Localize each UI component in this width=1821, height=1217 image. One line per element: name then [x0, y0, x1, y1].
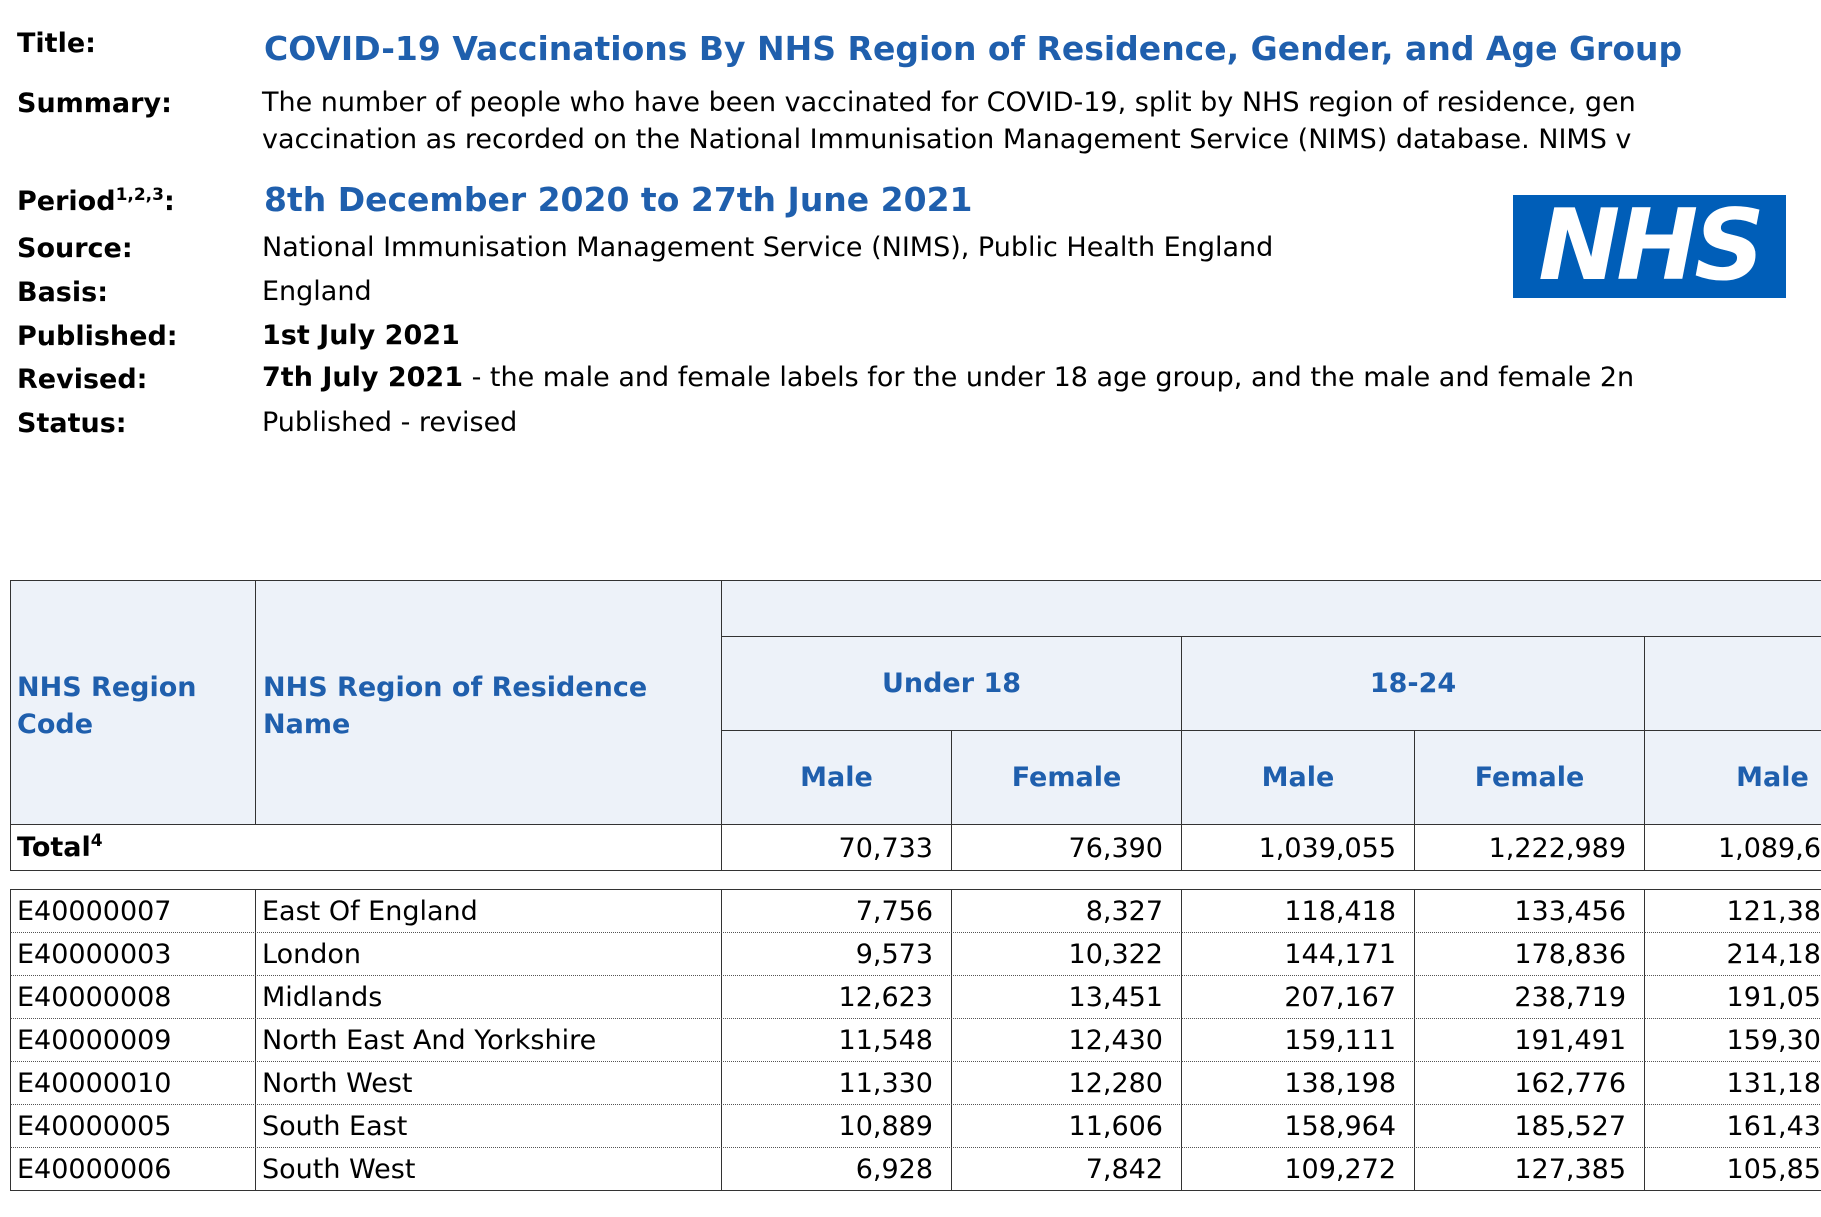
- header-cell: NHS Region of Residence Name: [255, 580, 722, 825]
- region-name: North West: [255, 1061, 722, 1105]
- period: 8th December 2020 to 27th June 2021: [264, 180, 973, 219]
- revised-label: Revised:: [17, 364, 148, 395]
- source: National Immunisation Management Service…: [262, 232, 1274, 263]
- region-code: E40000009: [10, 1018, 256, 1062]
- count-value: 11,330: [721, 1061, 952, 1105]
- published: 1st July 2021: [262, 320, 460, 351]
- count-value: 11,606: [951, 1104, 1182, 1148]
- sheet-title: COVID-19 Vaccinations By NHS Region of R…: [264, 29, 1683, 68]
- count-value: 138,198: [1181, 1061, 1415, 1105]
- count-value: 105,85: [1644, 1147, 1821, 1191]
- summary-line: vaccination as recorded on the National …: [262, 124, 1632, 155]
- total-value: 1,089,6: [1644, 824, 1821, 871]
- period-notes: 1,2,3: [115, 185, 164, 205]
- total-value: 1,039,055: [1181, 824, 1415, 871]
- basis: England: [262, 276, 372, 307]
- sex-header: Female: [951, 730, 1182, 825]
- count-value: 133,456: [1414, 889, 1645, 933]
- count-value: 12,623: [721, 975, 952, 1019]
- count-value: 12,430: [951, 1018, 1182, 1062]
- age-group-header: 18-24: [1181, 636, 1645, 731]
- period-label-text: Period: [17, 186, 116, 217]
- region-name: South West: [255, 1147, 722, 1191]
- sex-header: Male: [721, 730, 952, 825]
- count-value: 178,836: [1414, 932, 1645, 976]
- total-text: Total: [17, 832, 91, 863]
- region-code: E40000005: [10, 1104, 256, 1148]
- sex-header: Female: [1414, 730, 1645, 825]
- period-colon: :: [163, 186, 175, 217]
- count-value: 7,842: [951, 1147, 1182, 1191]
- region-code: E40000007: [10, 889, 256, 933]
- nhs-logo: NHS: [1513, 195, 1786, 298]
- count-value: 12,280: [951, 1061, 1182, 1105]
- region-name: East Of England: [255, 889, 722, 933]
- count-value: 10,322: [951, 932, 1182, 976]
- total-value: 70,733: [721, 824, 952, 871]
- count-value: 9,573: [721, 932, 952, 976]
- count-value: 207,167: [1181, 975, 1415, 1019]
- count-value: 191,05: [1644, 975, 1821, 1019]
- region-name: South East: [255, 1104, 722, 1148]
- age-group-header: [1644, 636, 1821, 731]
- status-label: Status:: [17, 408, 127, 439]
- revised-note: - the male and female labels for the und…: [462, 362, 1635, 393]
- header-cell: NHS Region Code: [10, 580, 256, 825]
- total-note: 4: [90, 831, 103, 851]
- count-value: 121,38: [1644, 889, 1821, 933]
- header-cell: [721, 580, 1821, 637]
- total-value: 76,390: [951, 824, 1182, 871]
- count-value: 162,776: [1414, 1061, 1645, 1105]
- count-value: 118,418: [1181, 889, 1415, 933]
- title-label: Title:: [17, 28, 96, 59]
- source-label: Source:: [17, 233, 133, 264]
- region-name: Midlands: [255, 975, 722, 1019]
- basis-label: Basis:: [17, 277, 108, 308]
- count-value: 158,964: [1181, 1104, 1415, 1148]
- revised: 7th July 2021 - the male and female labe…: [262, 364, 1634, 391]
- count-value: 7,756: [721, 889, 952, 933]
- count-value: 144,171: [1181, 932, 1415, 976]
- period-label: Period1,2,3:: [17, 185, 175, 217]
- sex-header: Male: [1644, 730, 1821, 825]
- region-code: E40000010: [10, 1061, 256, 1105]
- published-label: Published:: [17, 321, 178, 352]
- region-code: E40000008: [10, 975, 256, 1019]
- status: Published - revised: [262, 407, 518, 438]
- region-name: London: [255, 932, 722, 976]
- count-value: 6,928: [721, 1147, 952, 1191]
- count-value: 185,527: [1414, 1104, 1645, 1148]
- region-code: E40000006: [10, 1147, 256, 1191]
- summary-line: The number of people who have been vacci…: [262, 87, 1636, 118]
- count-value: 131,18: [1644, 1061, 1821, 1105]
- sex-header: Male: [1181, 730, 1415, 825]
- count-value: 11,548: [721, 1018, 952, 1062]
- count-value: 109,272: [1181, 1147, 1415, 1191]
- count-value: 238,719: [1414, 975, 1645, 1019]
- count-value: 159,111: [1181, 1018, 1415, 1062]
- region-code: E40000003: [10, 932, 256, 976]
- summary-label: Summary:: [17, 88, 172, 119]
- age-group-header: Under 18: [721, 636, 1182, 731]
- count-value: 161,43: [1644, 1104, 1821, 1148]
- count-value: 13,451: [951, 975, 1182, 1019]
- count-value: 8,327: [951, 889, 1182, 933]
- count-value: 159,30: [1644, 1018, 1821, 1062]
- count-value: 127,385: [1414, 1147, 1645, 1191]
- total-value: 1,222,989: [1414, 824, 1645, 871]
- region-name: North East And Yorkshire: [255, 1018, 722, 1062]
- count-value: 214,18: [1644, 932, 1821, 976]
- count-value: 191,491: [1414, 1018, 1645, 1062]
- count-value: 10,889: [721, 1104, 952, 1148]
- revised-date: 7th July 2021: [262, 362, 463, 393]
- total-label: Total4: [10, 824, 722, 871]
